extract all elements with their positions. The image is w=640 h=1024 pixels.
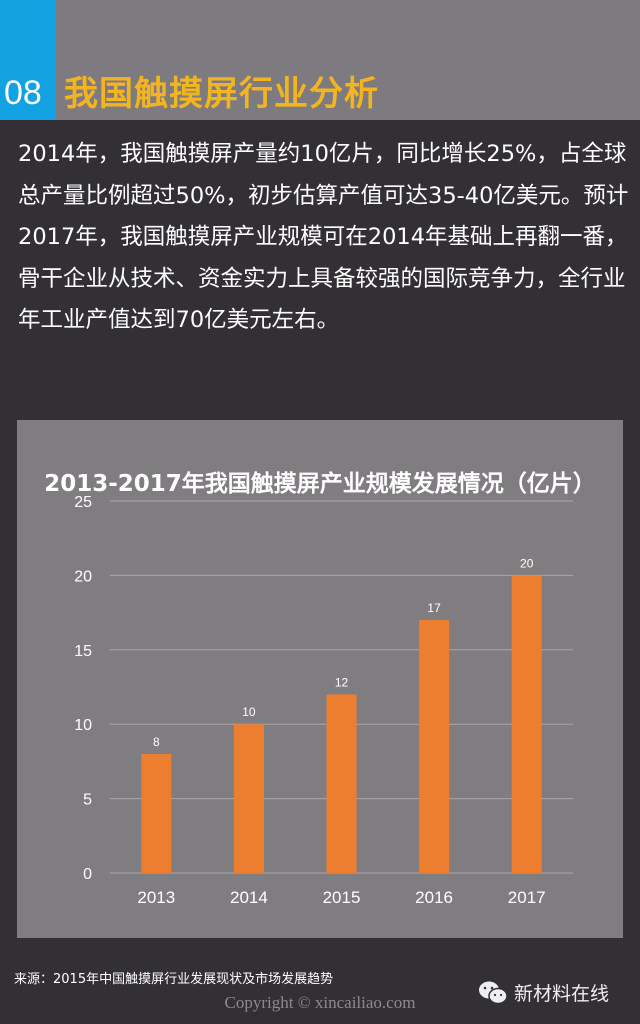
page-title: 我国触摸屏行业分析 [64, 74, 379, 114]
brand-name: 新材料在线 [514, 983, 610, 1005]
body-paragraph: 2014年，我国触摸屏产量约10亿片，同比增长25%，占全球总产量比例超过50%… [18, 141, 629, 333]
source-note: 来源：2015年中国触摸屏行业发展现状及市场发展趋势 [14, 972, 334, 987]
y-tick-label: 5 [83, 792, 92, 809]
bar [141, 753, 172, 873]
x-tick-label: 2016 [415, 888, 453, 907]
y-tick-label: 20 [74, 568, 92, 585]
x-tick-label: 2013 [137, 888, 175, 907]
chart-title: 2013-2017年我国触摸屏产业规模发展情况（亿片） [44, 471, 596, 497]
y-tick-label: 25 [74, 494, 92, 511]
data-label: 10 [242, 705, 256, 719]
bar [326, 694, 357, 873]
bar-chart: 0 5 10 15 20 25 8 2013 10 2014 12 2015 17 2016 20 2017 [74, 494, 573, 907]
data-label: 17 [427, 601, 441, 615]
header-bar [0, 0, 640, 120]
bar [233, 724, 264, 873]
y-tick-label: 10 [74, 717, 92, 734]
x-tick-label: 2015 [323, 888, 361, 907]
data-label: 20 [520, 556, 534, 570]
copyright: Copyright © xincailiao.com [224, 993, 416, 1012]
y-tick-label: 15 [74, 643, 92, 660]
chart-panel: 2013-2017年我国触摸屏产业规模发展情况（亿片） 0 5 10 15 20 25 8 2… [17, 420, 623, 938]
data-label: 8 [153, 735, 160, 749]
x-tick-label: 2014 [230, 888, 268, 907]
bar [511, 575, 542, 873]
section-number: 08 [4, 74, 42, 112]
data-label: 12 [335, 675, 349, 689]
brand: 新材料在线 [478, 979, 609, 1006]
y-tick-label: 0 [83, 866, 92, 883]
x-tick-label: 2017 [508, 888, 546, 907]
bar [419, 620, 450, 873]
section-number-block [0, 0, 56, 120]
wechat-icon [479, 981, 508, 1004]
